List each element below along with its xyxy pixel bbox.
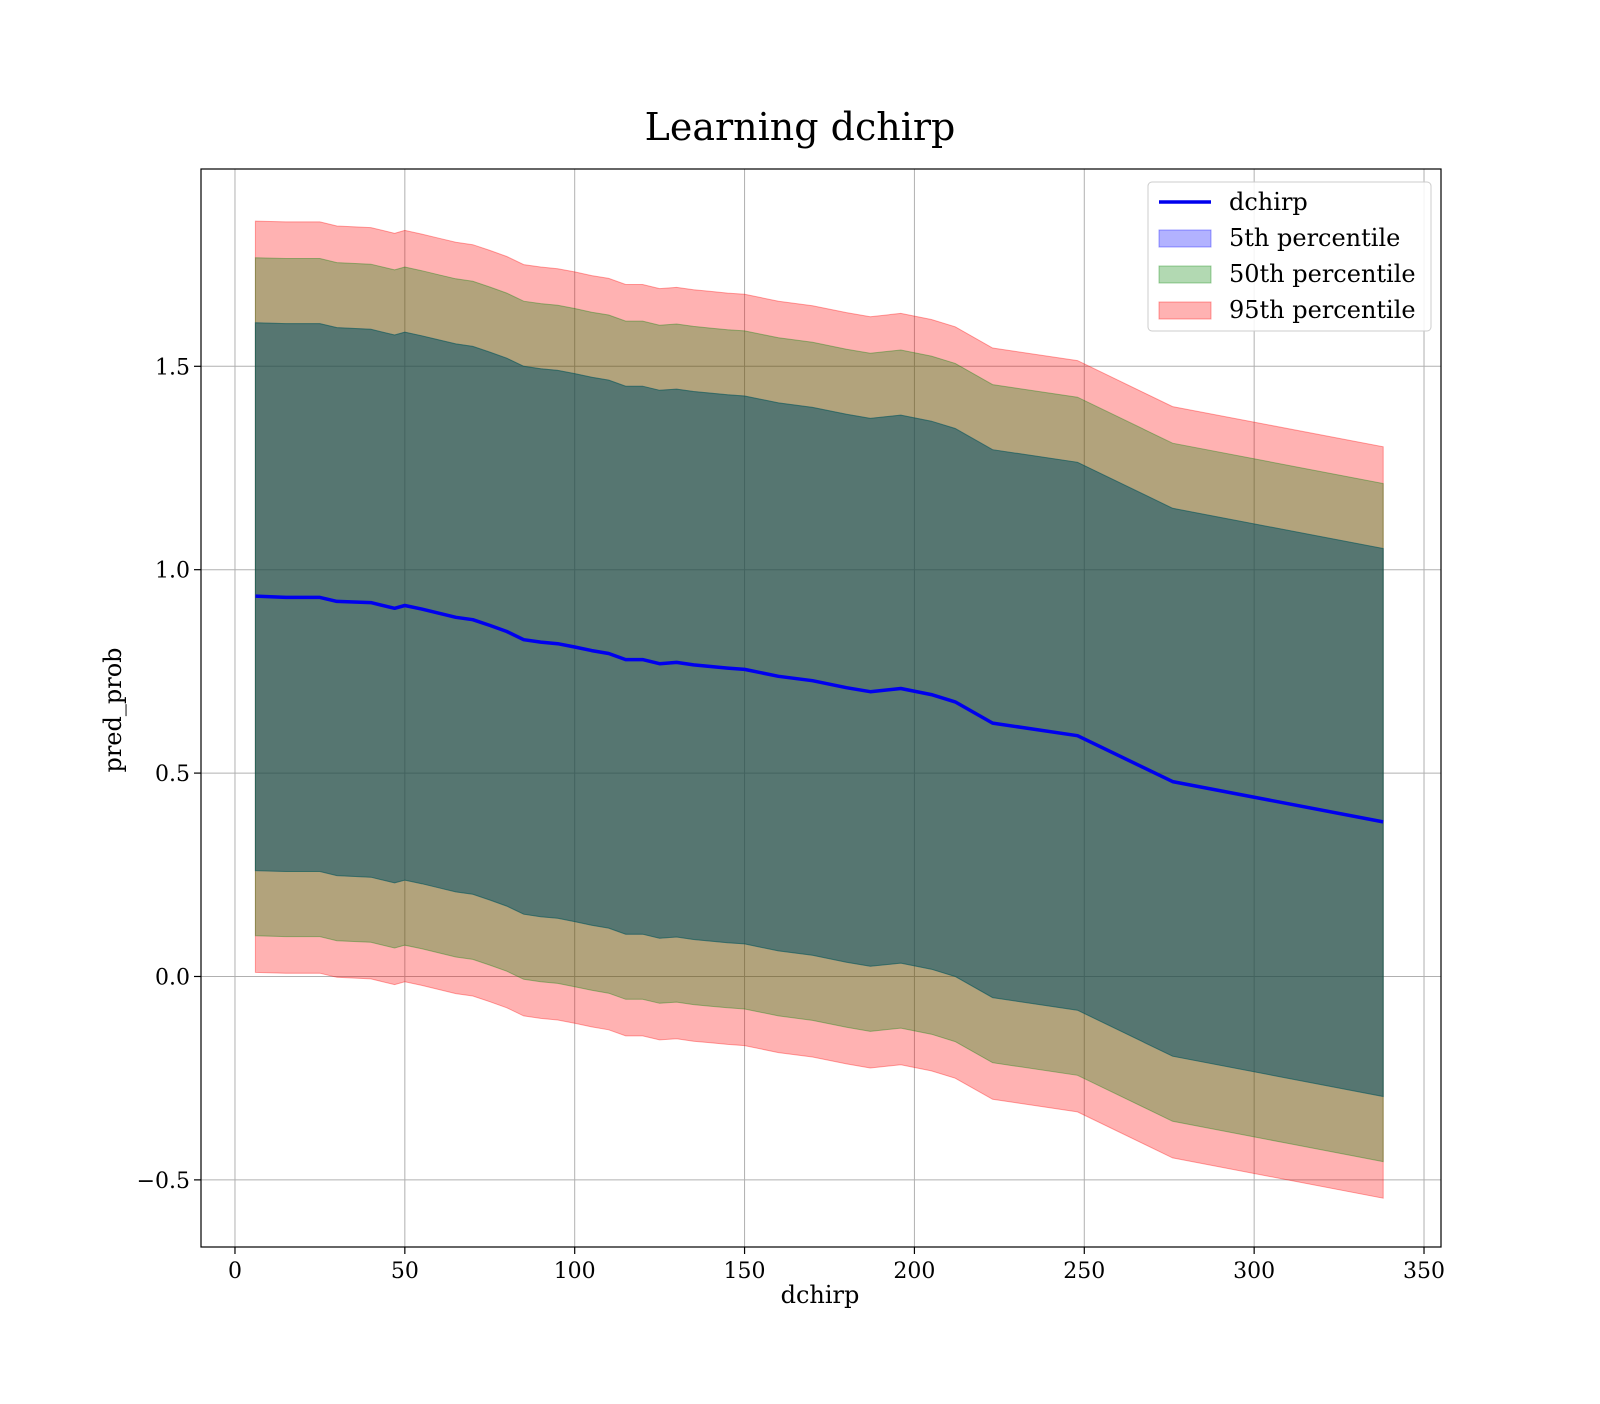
series-line-dchirp (255, 594, 1384, 824)
x-tick-label: 250 (1063, 1259, 1105, 1284)
series-lines (255, 594, 1384, 824)
x-axis-label: dchirp (781, 1281, 860, 1309)
legend-patch-swatch (1158, 229, 1212, 248)
legend-box (1147, 181, 1432, 332)
x-tick-label: 100 (554, 1259, 596, 1284)
x-tick-label: 350 (1403, 1259, 1445, 1284)
percentile-bands (254, 220, 1384, 1199)
y-tick-label: 1.0 (155, 559, 190, 584)
y-tick-label: 1.5 (155, 355, 190, 380)
x-tick-label: 50 (391, 1259, 419, 1284)
legend-patch-swatch (1158, 265, 1212, 284)
axis-ticks: 0 50 100 150 200 250 300 350 −0.5 0.0 0.5 1.0 1.5 (137, 355, 1445, 1284)
legend-label: 95th percentile (1229, 296, 1416, 324)
legend-label: dchirp (1229, 188, 1308, 216)
band-5th-percentile (254, 322, 1384, 1098)
legend-label: 50th percentile (1229, 260, 1416, 288)
legend: dchirp 5th percentile 50th percentile 95th … (1147, 181, 1432, 332)
legend-label: 5th percentile (1229, 224, 1400, 252)
grid-lines (201, 169, 1441, 1247)
y-tick-label: −0.5 (137, 1169, 190, 1194)
x-tick-label: 0 (228, 1259, 242, 1284)
y-axis-label: pred_prob (99, 647, 127, 772)
band-50th-percentile (254, 322, 1384, 1098)
y-tick-label: 0.5 (155, 762, 190, 787)
chart-title: Learning dchirp (645, 105, 956, 149)
x-tick-label: 200 (893, 1259, 935, 1284)
x-tick-label: 300 (1233, 1259, 1275, 1284)
x-tick-label: 150 (724, 1259, 766, 1284)
legend-patch-swatch (1158, 301, 1212, 320)
y-tick-label: 0.0 (155, 965, 190, 990)
band-50th-percentile-outer (254, 257, 1384, 1163)
band-95th-percentile (254, 220, 1384, 1199)
plot-frame (200, 168, 1442, 1248)
